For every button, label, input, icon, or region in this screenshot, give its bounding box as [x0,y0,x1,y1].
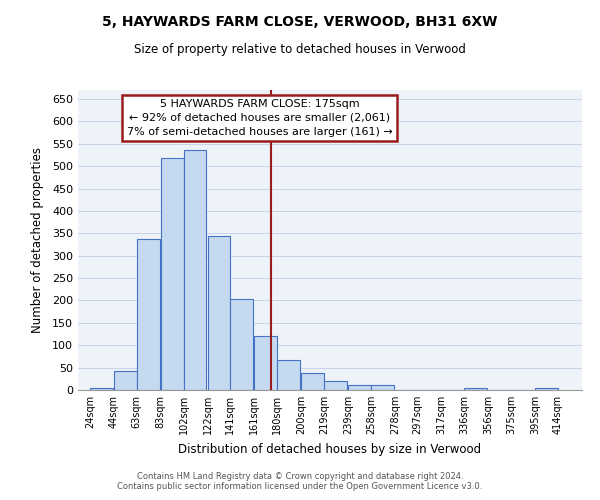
Y-axis label: Number of detached properties: Number of detached properties [31,147,44,333]
Text: 5 HAYWARDS FARM CLOSE: 175sqm
← 92% of detached houses are smaller (2,061)
7% of: 5 HAYWARDS FARM CLOSE: 175sqm ← 92% of d… [127,99,392,137]
Text: Contains public sector information licensed under the Open Government Licence v3: Contains public sector information licen… [118,482,482,491]
Bar [184,150,206,390]
Bar [161,158,184,390]
Text: 5, HAYWARDS FARM CLOSE, VERWOOD, BH31 6XW: 5, HAYWARDS FARM CLOSE, VERWOOD, BH31 6X… [103,15,497,29]
Bar [114,371,137,390]
Bar [535,388,558,390]
Text: Size of property relative to detached houses in Verwood: Size of property relative to detached ho… [134,42,466,56]
Bar [371,384,394,390]
Bar [464,388,487,390]
Bar [230,298,253,390]
Bar [277,360,300,390]
Text: Contains HM Land Registry data © Crown copyright and database right 2024.: Contains HM Land Registry data © Crown c… [137,472,463,481]
Bar [254,336,277,390]
Bar [301,373,324,390]
Bar [324,380,347,390]
Bar [137,238,160,390]
Bar [208,236,230,390]
Bar [348,384,371,390]
Bar [90,388,113,390]
X-axis label: Distribution of detached houses by size in Verwood: Distribution of detached houses by size … [178,442,482,456]
